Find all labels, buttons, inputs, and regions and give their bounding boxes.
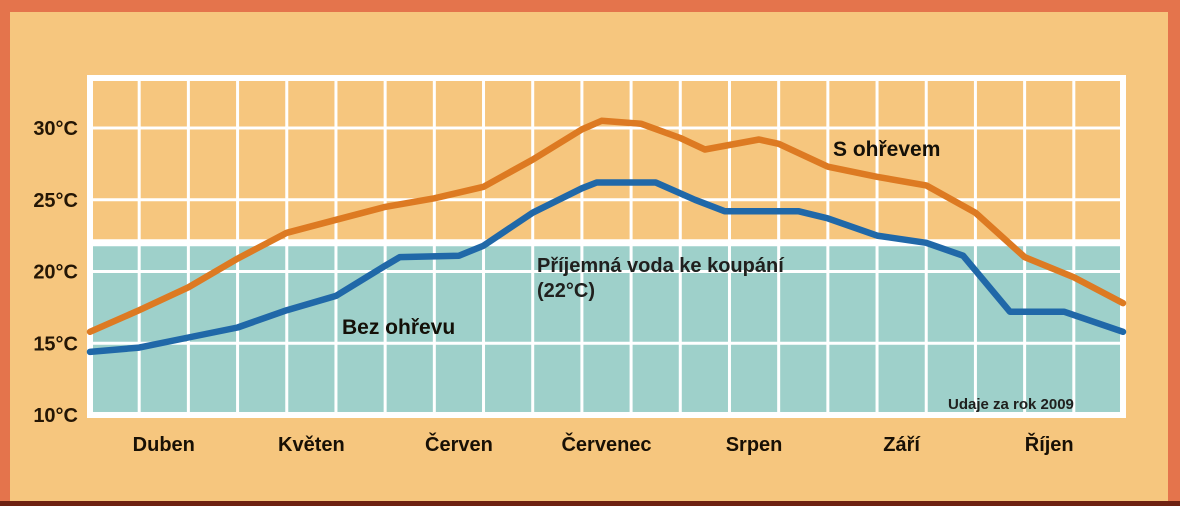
y-axis-tick-label: 25°C bbox=[33, 190, 78, 212]
plot-layers bbox=[86, 75, 1127, 418]
plot-border bbox=[87, 75, 1126, 418]
x-axis-month-label: Červenec bbox=[561, 432, 651, 456]
line-without-heating bbox=[86, 179, 1127, 356]
line-with-heating bbox=[86, 117, 1127, 336]
y-axis-tick-label: 20°C bbox=[33, 262, 78, 284]
x-axis-month-label: Srpen bbox=[726, 434, 783, 456]
x-axis-month-label: Září bbox=[883, 434, 921, 456]
x-axis-month-label: Říjen bbox=[1025, 432, 1074, 456]
series-label-without-heating: Bez ohřevu bbox=[342, 316, 455, 339]
frame-bottom-strip bbox=[0, 501, 1180, 506]
series-label-with-heating: S ohřevem bbox=[833, 138, 940, 161]
x-axis-month-label: Červen bbox=[425, 432, 493, 456]
comfort-band-label: Příjemná voda ke koupání bbox=[537, 255, 785, 277]
axis-labels: 30°C 25°C 20°C 15°C 10°C Duben Květen Červen Čer… bbox=[33, 118, 1073, 456]
y-axis-tick-label: 30°C bbox=[33, 118, 78, 140]
frame-right-border bbox=[1168, 0, 1180, 506]
x-axis-month-label: Květen bbox=[278, 434, 345, 456]
source-note: Udaje za rok 2009 bbox=[948, 396, 1074, 413]
x-axis-month-label: Duben bbox=[133, 434, 195, 456]
y-axis-tick-label: 15°C bbox=[33, 333, 78, 355]
y-axis-tick-label: 10°C bbox=[33, 405, 78, 427]
frame-left-border bbox=[0, 0, 10, 506]
frame-top-border bbox=[0, 0, 1180, 12]
comfort-band-threshold-label: (22°C) bbox=[537, 280, 595, 302]
